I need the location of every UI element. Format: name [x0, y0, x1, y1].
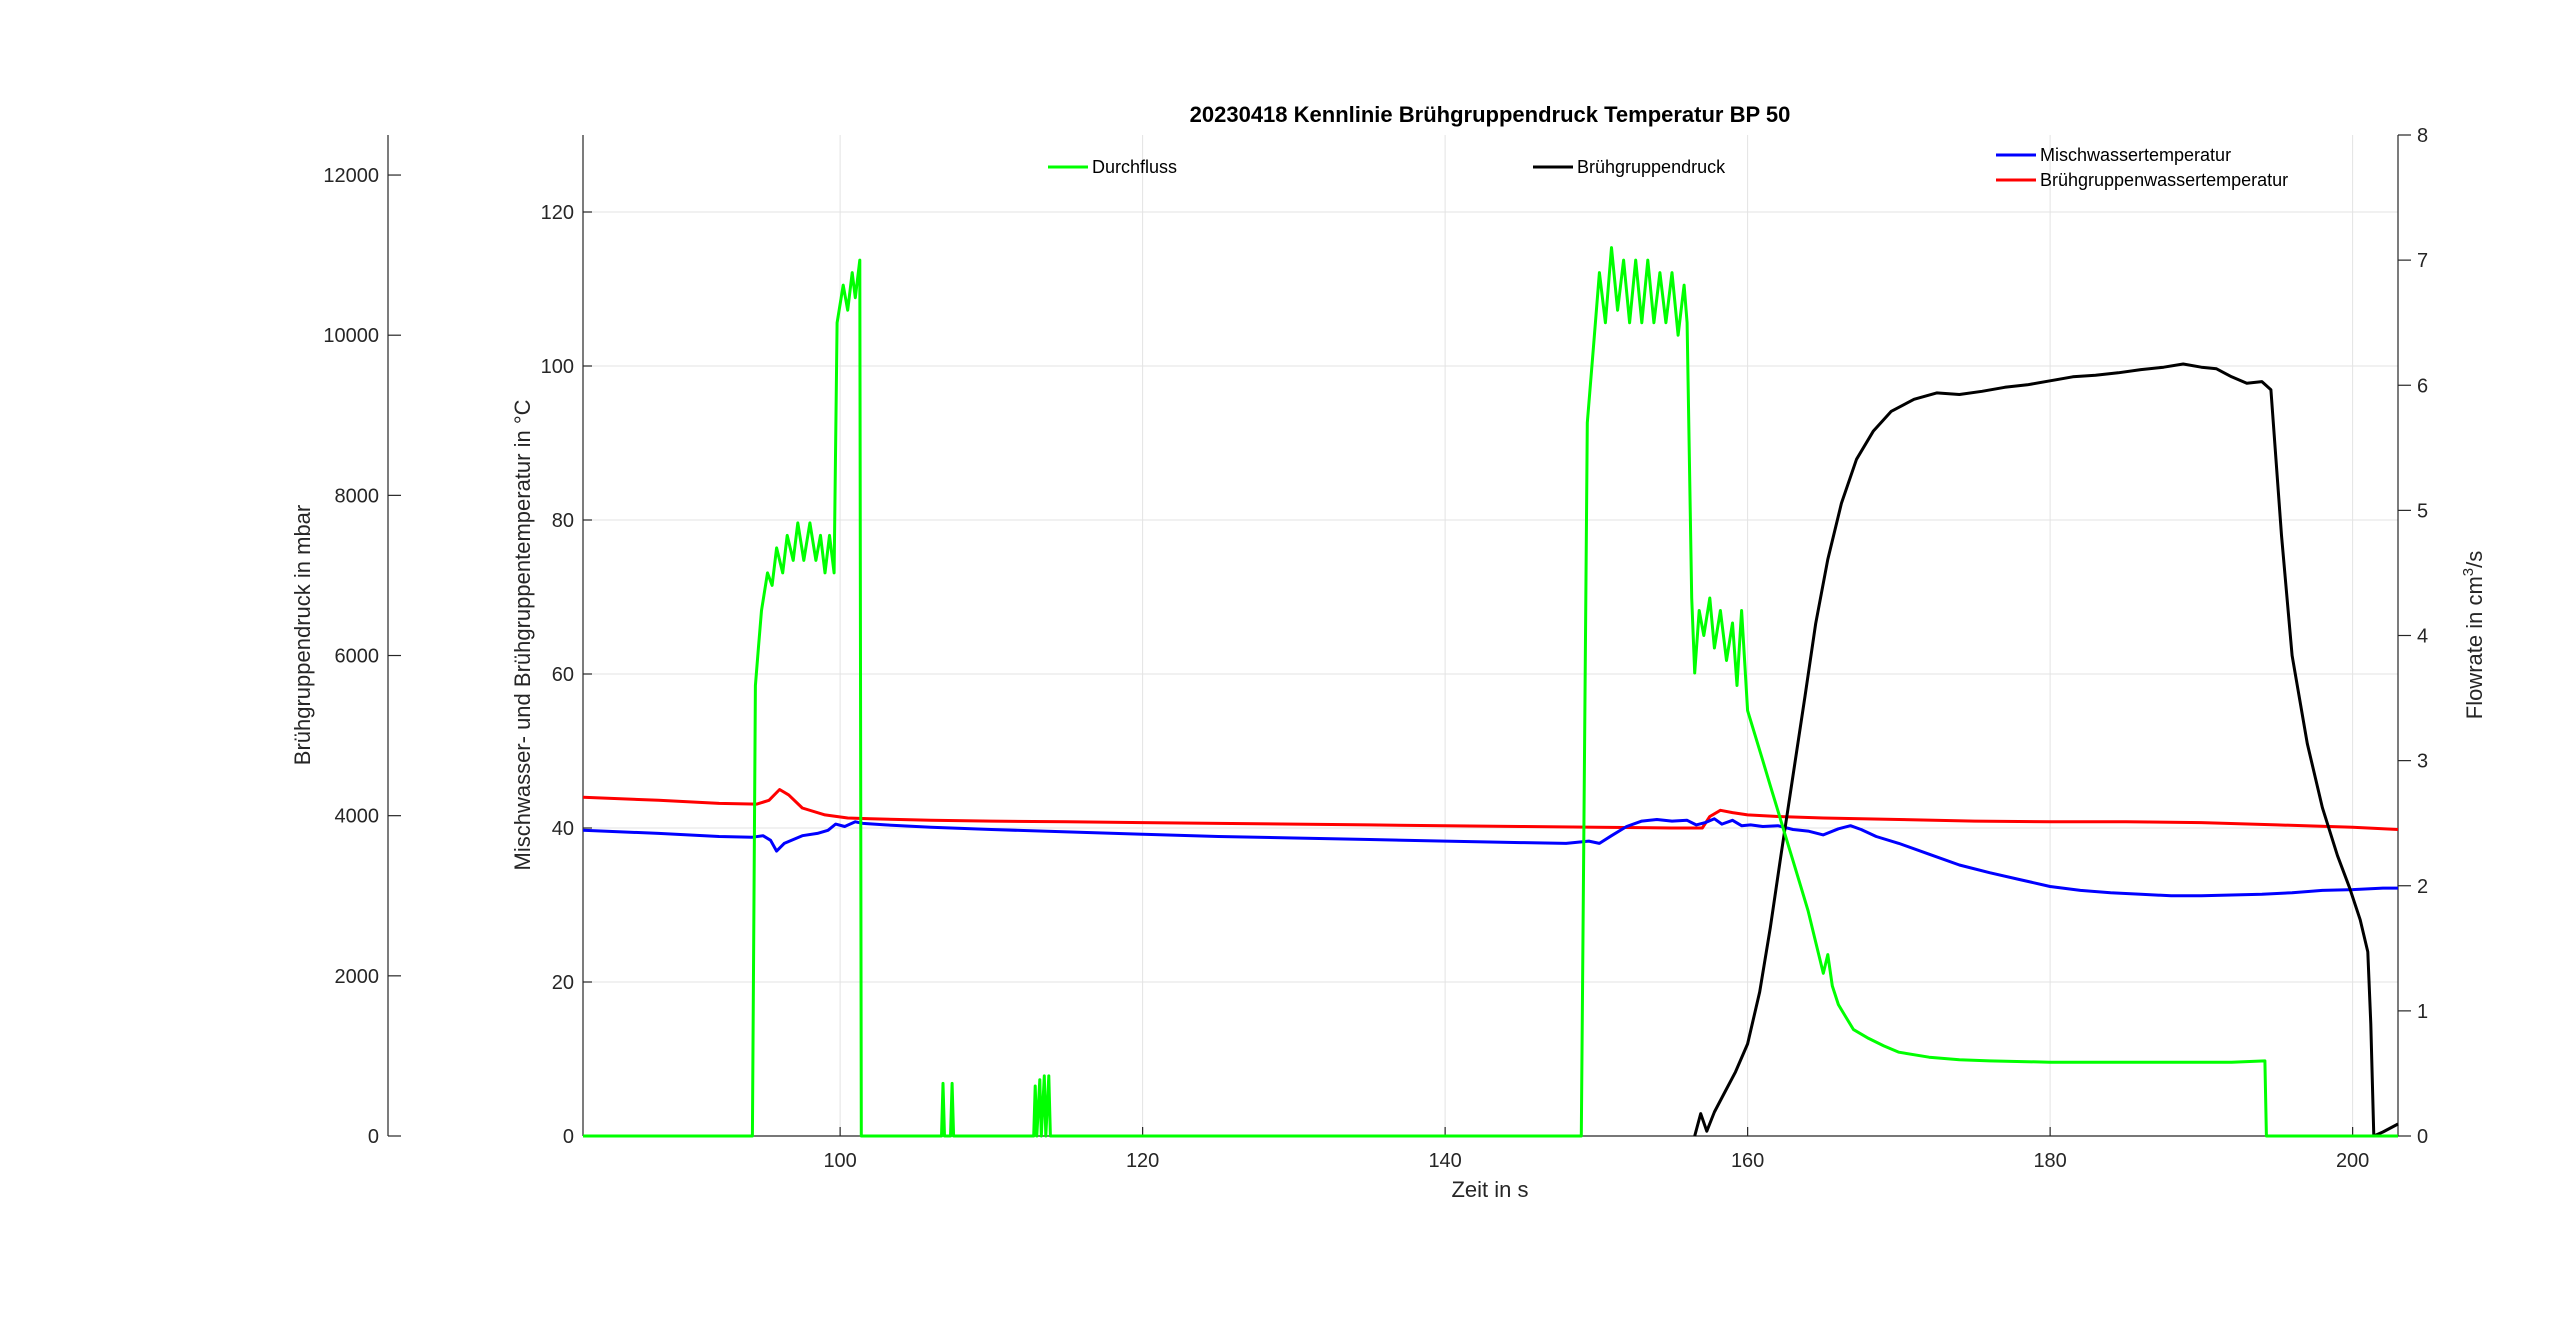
axes: 100 120 140 160 180 2000204060801001200200040…: [323, 125, 2428, 1172]
flow-label-main: Flowrate in cm: [2462, 576, 2487, 719]
legend-entry-mischwasser: Mischwassertemperatur: [1996, 145, 2231, 165]
flow-tick-label: 7: [2417, 250, 2428, 272]
flow-label-suffix: /s: [2462, 551, 2487, 568]
legend-entry-bruehgruppendruck: Brühgruppendruck: [1533, 157, 1726, 177]
pressure-tick-label: 10000: [323, 325, 379, 347]
pressure-tick-label: 6000: [335, 646, 380, 668]
y-axis-label-flowrate: Flowrate in cm3/s: [2460, 551, 2487, 720]
legend-label-mischwasser: Mischwassertemperatur: [2040, 145, 2231, 165]
series-lines: [582, 246, 2399, 1138]
pressure-tick-label: 2000: [335, 966, 380, 988]
temp-tick-label: 120: [541, 202, 574, 224]
x-tick-label: 100: [823, 1150, 856, 1172]
pressure-tick-label: 4000: [335, 806, 380, 828]
flow-tick-label: 6: [2417, 375, 2428, 397]
flow-tick-label: 0: [2417, 1126, 2428, 1148]
flow-tick-label: 4: [2417, 626, 2428, 648]
temp-tick-label: 0: [563, 1126, 574, 1148]
flow-label-superscript: 3: [2460, 568, 2477, 576]
temp-tick-label: 60: [552, 664, 574, 686]
plot-background: [583, 135, 2398, 1136]
series-line-bruehgruppenwasser: [582, 788, 2399, 831]
x-tick-label: 140: [1428, 1150, 1461, 1172]
pressure-tick-label: 8000: [335, 485, 380, 507]
flow-tick-label: 2: [2417, 876, 2428, 898]
y-axis-label-temperature: Mischwasser- und Brühgruppentemperatur i…: [510, 399, 535, 870]
temp-tick-label: 100: [541, 356, 574, 378]
temp-tick-label: 80: [552, 510, 574, 532]
series-line-bruehgruppendruck: [1693, 362, 2399, 1138]
pressure-tick-label: 0: [368, 1126, 379, 1148]
series-line-mischwasser: [582, 817, 2398, 898]
temp-tick-label: 20: [552, 972, 574, 994]
x-tick-label: 160: [1731, 1150, 1764, 1172]
legend-label-bruehgruppenwasser: Brühgruppenwassertemperatur: [2040, 170, 2288, 190]
flow-tick-label: 3: [2417, 751, 2428, 773]
legend-entry-bruehgruppenwasser: Brühgruppenwassertemperatur: [1996, 170, 2288, 190]
y-axis-label-pressure: Brühgruppendruck in mbar: [290, 505, 315, 765]
series-line-durchfluss: [583, 246, 2398, 1138]
legend-entry-durchfluss: Durchfluss: [1048, 157, 1177, 177]
x-tick-label: 180: [2033, 1150, 2066, 1172]
temp-tick-label: 40: [552, 818, 574, 840]
flow-tick-label: 1: [2417, 1001, 2428, 1023]
flow-tick-label: 5: [2417, 500, 2428, 522]
legend-label-durchfluss: Durchfluss: [1092, 157, 1177, 177]
pressure-tick-label: 12000: [323, 165, 379, 187]
x-axis-label: Zeit in s: [1451, 1177, 1528, 1202]
chart-title: 20230418 Kennlinie Brühgruppendruck Temp…: [1190, 102, 1791, 127]
x-tick-label: 120: [1126, 1150, 1159, 1172]
flow-tick-label: 8: [2417, 125, 2428, 147]
x-tick-label: 200: [2336, 1150, 2369, 1172]
legend: Durchfluss Brühgruppendruck Mischwassert…: [1048, 145, 2288, 190]
legend-label-bruehgruppendruck: Brühgruppendruck: [1577, 157, 1726, 177]
